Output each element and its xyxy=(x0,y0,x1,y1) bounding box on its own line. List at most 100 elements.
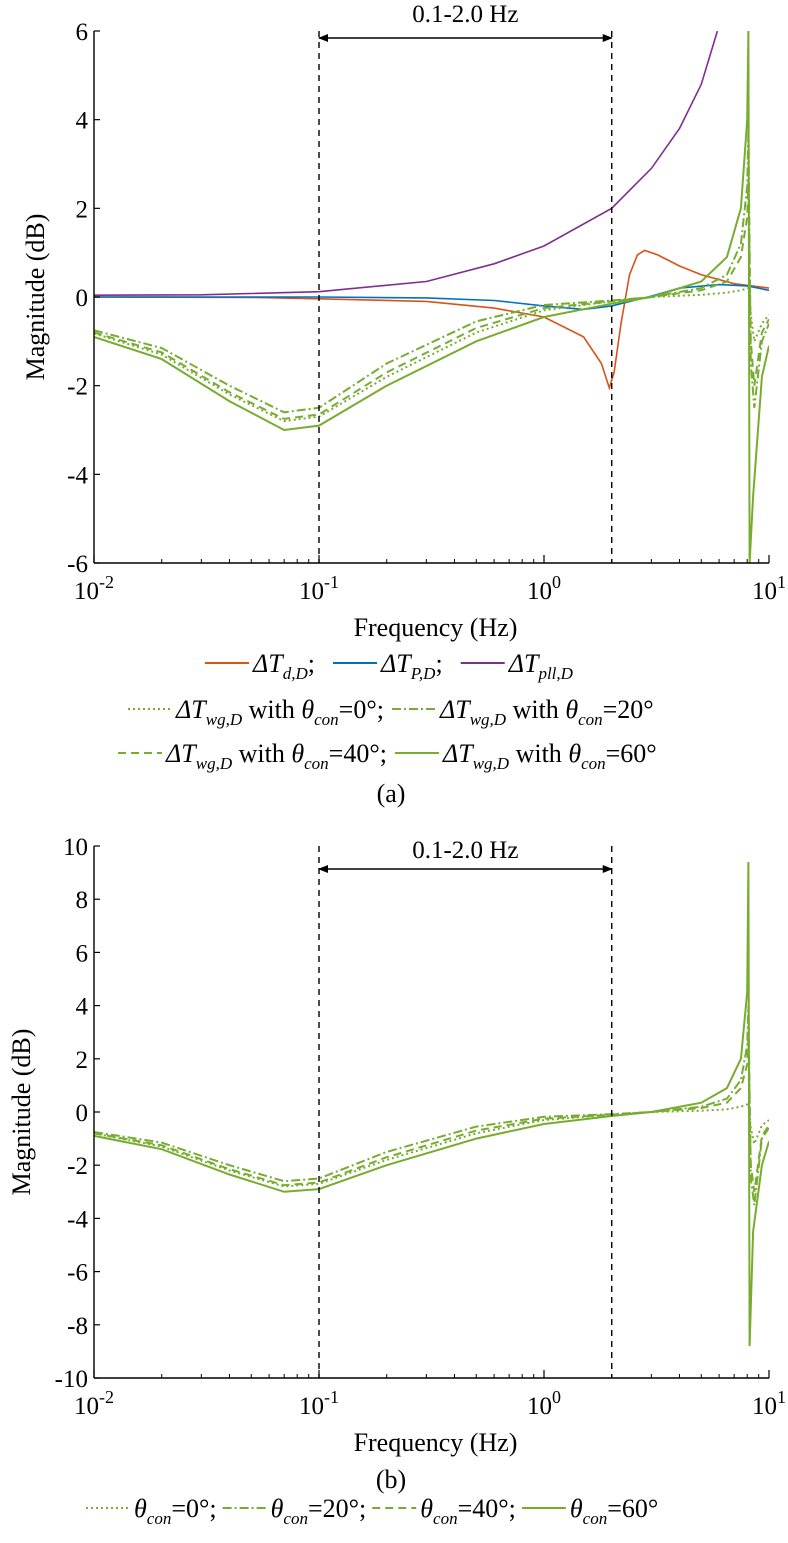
x-tick-exponent: -2 xyxy=(99,1387,114,1407)
legend-text: =20°; xyxy=(308,1494,366,1523)
legend-item-b0: θcon​=0°; xyxy=(86,1494,217,1528)
x-tick-exponent: -1 xyxy=(324,572,339,592)
legend-subscript: wg,D xyxy=(470,710,507,729)
legend-text: =60° xyxy=(607,1494,658,1523)
x-tick-exponent: -2 xyxy=(99,572,114,592)
x-tick-label: 10-1 xyxy=(299,1387,339,1420)
x-tick-exponent: 1 xyxy=(777,572,786,592)
y-tick-label: -8 xyxy=(67,1313,88,1340)
series-line-d xyxy=(94,249,769,391)
legend: ΔTd,D​; ΔTP,D​; ΔTpll,D​ ΔTwg,D​ with θcon​… xyxy=(118,649,657,773)
y-tick-label: 10 xyxy=(63,834,88,861)
y-tick-label: -6 xyxy=(67,551,88,578)
legend-subscript: wg,D xyxy=(196,754,233,773)
legend-text: =0°; xyxy=(171,1494,216,1523)
legend: θcon​=0°; θcon​=20°; θcon​=40°; θcon​=60° xyxy=(86,1494,658,1528)
legend-theta: θ xyxy=(134,1494,147,1523)
x-tick-label: 100 xyxy=(527,1387,561,1420)
x-tick-exponent: 0 xyxy=(552,1387,561,1407)
legend-text: =20° xyxy=(603,695,654,724)
legend-item-wg0: ΔTwg,D​ with θcon​=0°; xyxy=(128,695,384,729)
legend-theta: θ xyxy=(568,739,581,768)
x-tick-label: 10-2 xyxy=(74,572,114,605)
legend-item-wg60: ΔTwg,D​ with θcon​=60° xyxy=(394,739,657,773)
x-tick-exponent: -1 xyxy=(324,1387,339,1407)
series-line-wg20 xyxy=(94,128,769,414)
legend-item-b20: θcon​=20°; xyxy=(222,1494,366,1528)
legend-item-pll: ΔTpll,D​ xyxy=(460,649,574,683)
legend-subscript: wg,D xyxy=(206,710,243,729)
legend-label-wg20: ΔTwg,D​ with θcon​=20° xyxy=(439,695,654,729)
legend-subscript: wg,D xyxy=(473,754,510,773)
legend-text: with xyxy=(232,739,291,768)
legend-label-p: ΔTP,D​; xyxy=(380,649,443,683)
legend-subscript: P,D xyxy=(410,664,436,683)
series-line-wg0 xyxy=(94,286,769,423)
series-line-b40 xyxy=(94,1037,769,1192)
legend-subscript: con xyxy=(147,1509,172,1528)
legend-text: ΔT xyxy=(175,695,207,724)
legend-item-wg40: ΔTwg,D​ with θcon​=40°; xyxy=(118,739,387,773)
legend-text: ΔT xyxy=(165,739,197,768)
panel-label: (a) xyxy=(377,779,406,808)
series-line-b0 xyxy=(94,1102,769,1188)
legend-theta: θ xyxy=(570,1494,583,1523)
y-tick-label: 2 xyxy=(76,1047,89,1074)
legend-theta: θ xyxy=(291,739,304,768)
x-tick-base: 10 xyxy=(752,1393,777,1420)
legend-theta: θ xyxy=(420,1494,433,1523)
y-tick-label: -4 xyxy=(67,1206,88,1233)
y-tick-label: 6 xyxy=(76,940,89,967)
x-tick-label: 10-1 xyxy=(299,572,339,605)
legend-label-d: ΔTd,D​; xyxy=(252,649,315,683)
legend-subscript: con xyxy=(583,1509,608,1528)
legend-subscript: con xyxy=(581,754,606,773)
x-tick-label: 100 xyxy=(527,572,561,605)
legend-text: =40°; xyxy=(329,739,387,768)
legend-subscript: con xyxy=(304,754,329,773)
y-tick-label: 4 xyxy=(76,108,89,135)
legend-text: ΔT xyxy=(442,739,474,768)
y-tick-label: -6 xyxy=(67,1260,88,1287)
x-axis-label: Frequency (Hz) xyxy=(354,613,518,642)
legend-text: =0°; xyxy=(339,695,384,724)
legend-text: with xyxy=(242,695,301,724)
y-tick-label: 2 xyxy=(76,196,89,223)
x-tick-label: 101 xyxy=(752,1387,786,1420)
y-tick-label: 0 xyxy=(76,1100,89,1127)
legend-text: ; xyxy=(308,649,315,678)
series-line-b20 xyxy=(94,1005,769,1206)
legend-label-b0: θcon​=0°; xyxy=(134,1494,217,1528)
legend-text: ΔT xyxy=(439,695,471,724)
legend-label-b60: θcon​=60° xyxy=(570,1494,658,1528)
series-group xyxy=(94,31,769,563)
legend-subscript: con xyxy=(578,710,603,729)
y-tick-label: 8 xyxy=(76,887,89,914)
y-tick-label: -4 xyxy=(67,462,88,489)
legend-item-wg20: ΔTwg,D​ with θcon​=20° xyxy=(391,695,654,729)
x-tick-exponent: 1 xyxy=(777,1387,786,1407)
x-tick-base: 10 xyxy=(299,578,324,605)
legend-item-b60: θcon​=60° xyxy=(521,1494,658,1528)
legend-label-wg60: ΔTwg,D​ with θcon​=60° xyxy=(442,739,657,773)
legend-text: ΔT xyxy=(508,649,540,678)
series-line-b60 xyxy=(94,861,769,1347)
y-tick-label: 6 xyxy=(76,19,89,46)
legend-label-pll: ΔTpll,D​ xyxy=(508,649,574,683)
legend-text: with xyxy=(509,739,568,768)
x-tick-exponent: 0 xyxy=(552,572,561,592)
legend-label-wg40: ΔTwg,D​ with θcon​=40°; xyxy=(165,739,387,773)
x-axis-label: Frequency (Hz) xyxy=(354,1428,518,1457)
legend-theta: θ xyxy=(271,1494,284,1523)
legend-text: ΔT xyxy=(380,649,412,678)
x-tick-base: 10 xyxy=(299,1393,324,1420)
legend-text: =40°; xyxy=(458,1494,516,1523)
legend-theta: θ xyxy=(301,695,314,724)
series-group xyxy=(94,861,769,1347)
y-tick-label: -10 xyxy=(55,1366,88,1393)
legend-theta: θ xyxy=(565,695,578,724)
y-tick-label: -2 xyxy=(67,374,88,401)
